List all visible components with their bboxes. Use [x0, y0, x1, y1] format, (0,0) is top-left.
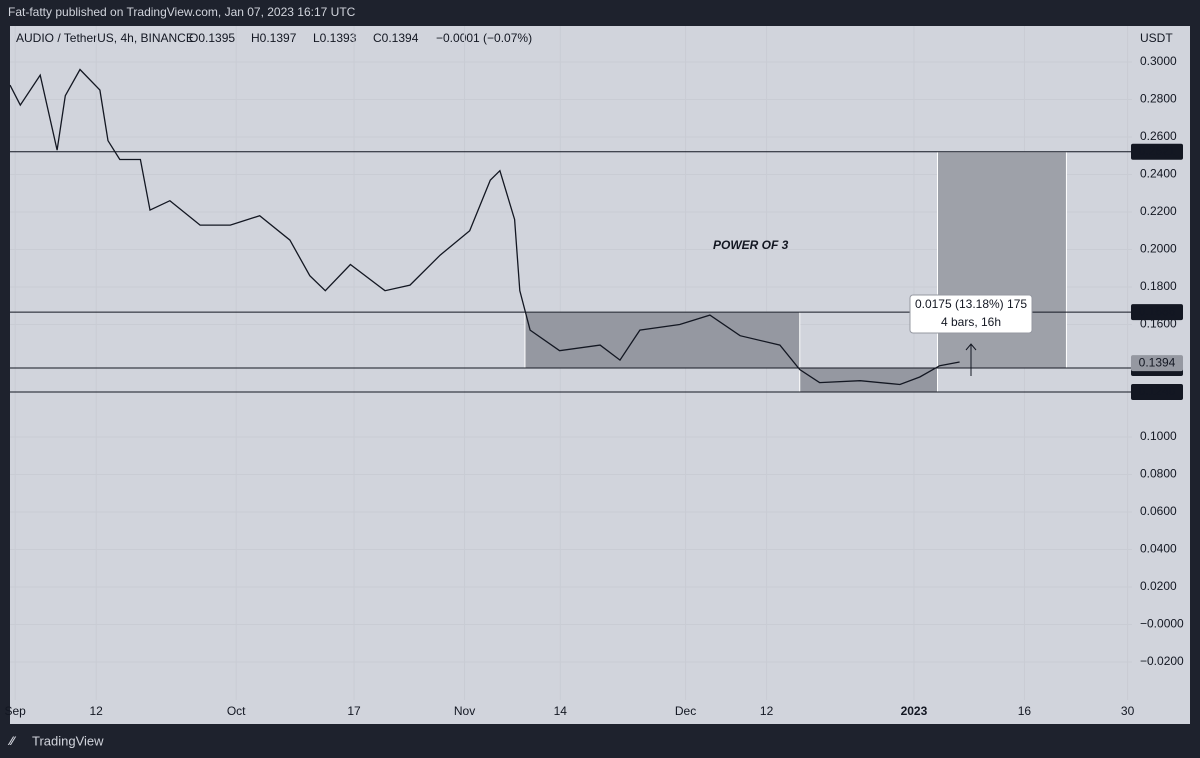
range-box [937, 151, 1067, 369]
price-tag [1131, 355, 1183, 372]
x-tick-label: Dec [675, 704, 696, 718]
y-tick-label: 0.3000 [1140, 54, 1177, 68]
symbol: AUDIO / TetherUS, 4h, BINANCE [16, 31, 194, 45]
y-tick-label: 0.2400 [1140, 167, 1177, 181]
y-tick-label: 0.2800 [1140, 92, 1177, 106]
y-tick-label: 0.2200 [1140, 204, 1177, 218]
measure-arrow [965, 343, 977, 376]
price-tag-label: 0.1240 [1139, 384, 1176, 398]
ohlc-high: H0.1397 [251, 31, 297, 45]
brand-logo: ⁄⁄ [7, 734, 17, 748]
y-tick-label: 0.0200 [1140, 579, 1177, 593]
range-box [799, 367, 939, 393]
price-line [9, 68, 960, 386]
measure-text: 4 bars, 16h [941, 315, 1001, 329]
x-tick-label: 2023 [901, 704, 928, 718]
x-tick-label: 16 [1018, 704, 1032, 718]
price-tag [1131, 304, 1183, 321]
x-tick-label: Sep [4, 704, 26, 718]
annotation: POWER OF 3 [713, 238, 789, 252]
x-tick-label: 12 [760, 704, 774, 718]
measure-text: 0.0175 (13.18%) 175 [915, 297, 1027, 311]
y-tick-label: −0.0200 [1140, 654, 1184, 668]
x-tick-label: Oct [227, 704, 246, 718]
range-box [524, 311, 801, 369]
y-tick-label: 0.1800 [1140, 279, 1177, 293]
y-tick-label: 0.0600 [1140, 504, 1177, 518]
measure-box [909, 294, 1033, 334]
price-tag-label: 0.2521 [1139, 144, 1176, 158]
y-tick-label: −0.0000 [1140, 617, 1184, 631]
ohlc-low: L0.1393 [313, 31, 357, 45]
y-tick-label: 0.2600 [1140, 129, 1177, 143]
publisher: Fat-fatty published on TradingView.com, … [8, 5, 356, 19]
currency: USDT [1140, 31, 1173, 45]
y-tick-label: 0.1600 [1140, 317, 1177, 331]
ohlc-open: O0.1395 [189, 31, 235, 45]
ohlc-change: −0.0001 (−0.07%) [436, 31, 532, 45]
ohlc-close: C0.1394 [373, 31, 419, 45]
price-tag-label: 0.1394 [1139, 355, 1176, 369]
x-tick-label: 12 [90, 704, 104, 718]
x-tick-label: 17 [347, 704, 361, 718]
price-tag [1131, 143, 1183, 160]
x-tick-label: 14 [554, 704, 568, 718]
y-tick-label: 0.2000 [1140, 242, 1177, 256]
price-tag [1131, 383, 1183, 400]
price-tag-label: 0.1666 [1139, 304, 1176, 318]
y-tick-label: 0.0400 [1140, 542, 1177, 556]
y-tick-label: 0.0800 [1140, 467, 1177, 481]
x-tick-label: 30 [1121, 704, 1135, 718]
y-tick-label: 0.1000 [1140, 429, 1177, 443]
chart-background [10, 26, 1190, 724]
x-tick-label: Nov [454, 704, 475, 718]
brand: TradingView [32, 733, 104, 748]
